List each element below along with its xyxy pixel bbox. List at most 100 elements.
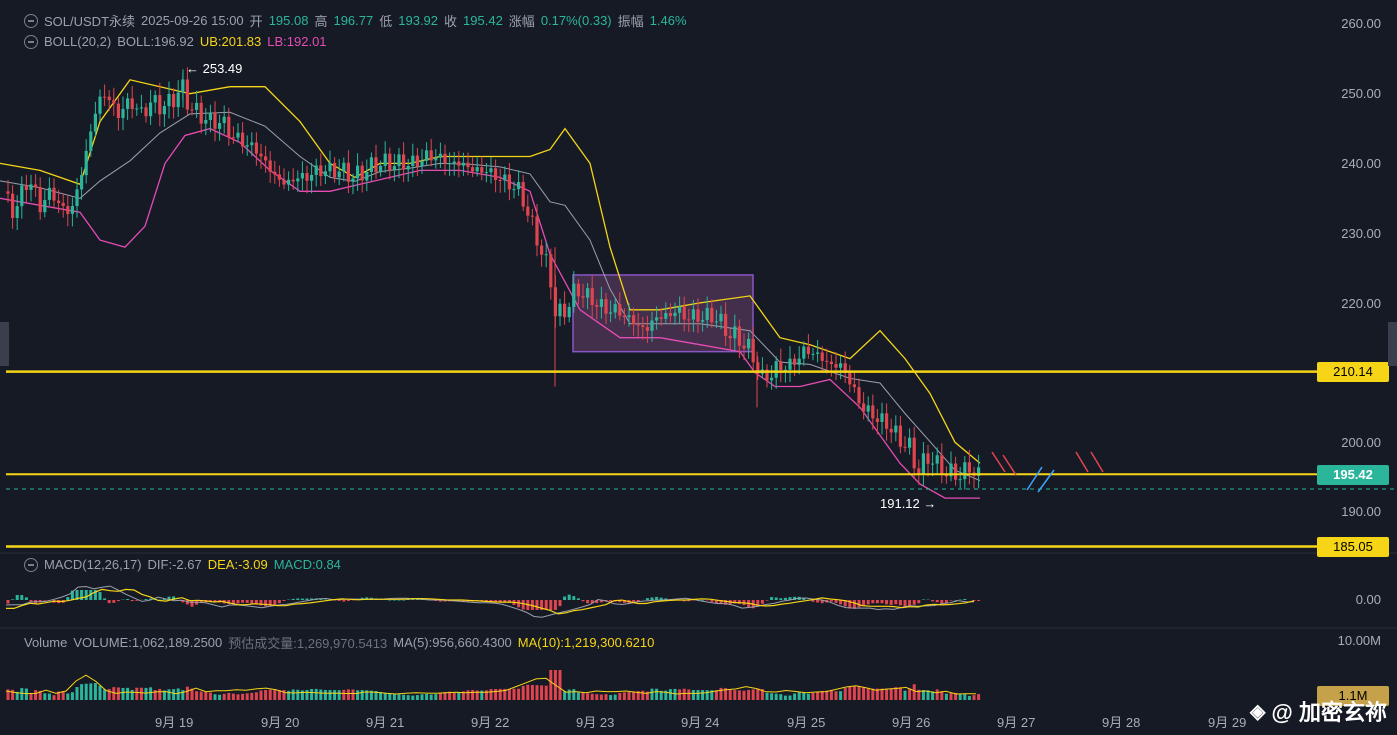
volume-bar bbox=[544, 685, 548, 700]
macd-bar bbox=[839, 600, 843, 605]
volume-bar bbox=[337, 690, 341, 700]
macd-bar bbox=[388, 600, 392, 601]
macd-bar bbox=[714, 600, 718, 604]
volume-bar bbox=[549, 670, 553, 700]
candle-body bbox=[11, 193, 15, 218]
last-price-label: 195.42 bbox=[1317, 465, 1389, 485]
volume-bar bbox=[314, 688, 318, 700]
candle-body bbox=[103, 96, 107, 98]
boll-upper-line bbox=[0, 79, 981, 464]
volume-bar bbox=[379, 692, 383, 700]
left-collapse-handle[interactable] bbox=[0, 322, 9, 366]
candle-body bbox=[425, 150, 429, 161]
macd-bar bbox=[135, 600, 139, 601]
macd-bar bbox=[756, 600, 760, 607]
candle-body bbox=[406, 165, 410, 170]
volume-bar bbox=[277, 689, 281, 700]
volume-bar bbox=[236, 694, 240, 700]
volume-bar bbox=[112, 687, 116, 700]
candle-body bbox=[811, 353, 815, 355]
volume-bar bbox=[563, 691, 567, 700]
macd-bar bbox=[80, 590, 84, 600]
boll-name: BOLL(20,2) bbox=[44, 34, 112, 49]
candle-body bbox=[540, 245, 544, 255]
volume-bar bbox=[710, 690, 714, 700]
volume-ma-line bbox=[5, 674, 976, 695]
macd-bar bbox=[848, 600, 852, 609]
volume-bar bbox=[346, 689, 350, 700]
change-label: 涨幅 bbox=[508, 14, 535, 29]
macd-bar bbox=[337, 600, 341, 601]
macd-bar bbox=[443, 600, 447, 602]
volume-bar bbox=[917, 689, 921, 700]
volume-bar bbox=[190, 688, 194, 700]
volume-bar bbox=[567, 689, 571, 700]
macd-dea: DEA:-3.09 bbox=[207, 557, 268, 572]
macd-bar bbox=[645, 598, 649, 600]
macd-bar bbox=[811, 600, 815, 602]
candle-body bbox=[480, 167, 484, 173]
macd-bar bbox=[687, 600, 691, 602]
candle-body bbox=[107, 96, 111, 101]
volume-bar bbox=[47, 693, 51, 700]
volume-bar bbox=[66, 693, 70, 700]
macd-bar bbox=[6, 600, 10, 604]
candle-body bbox=[369, 157, 373, 173]
visibility-icon[interactable] bbox=[24, 13, 38, 28]
volume-bar bbox=[383, 692, 387, 700]
macd-bar bbox=[572, 596, 576, 600]
right-collapse-handle[interactable] bbox=[1388, 322, 1397, 366]
macd-bar bbox=[977, 600, 981, 601]
volume-bar bbox=[415, 695, 419, 700]
candle-body bbox=[282, 179, 286, 185]
x-tick: 9月 25 bbox=[787, 715, 826, 730]
candle-body bbox=[365, 172, 369, 181]
volume-bar bbox=[291, 689, 295, 700]
projection-arrow bbox=[991, 451, 1006, 473]
volume-bar bbox=[24, 688, 28, 700]
candle-body bbox=[742, 345, 746, 349]
volume-bar bbox=[866, 688, 870, 700]
candle-body bbox=[222, 116, 226, 124]
volume-bar bbox=[158, 688, 162, 700]
candle-body bbox=[696, 309, 700, 322]
settings-icon[interactable] bbox=[24, 34, 38, 49]
volume-bar bbox=[135, 687, 139, 700]
settings-icon[interactable] bbox=[24, 557, 38, 572]
candle-body bbox=[517, 182, 521, 190]
volume-bar bbox=[241, 693, 245, 700]
volume-bar bbox=[116, 687, 120, 700]
volume-bar bbox=[273, 689, 277, 700]
volume-bar bbox=[503, 688, 507, 700]
boll-lower: LB:192.01 bbox=[267, 34, 327, 49]
candle-body bbox=[664, 312, 668, 319]
candle-body bbox=[218, 123, 222, 129]
macd-bar bbox=[664, 598, 668, 600]
candle-body bbox=[737, 326, 741, 346]
volume-bar bbox=[11, 689, 15, 700]
macd-bar bbox=[733, 600, 737, 604]
macd-bar bbox=[181, 600, 185, 603]
volume-bar bbox=[425, 693, 429, 700]
candle-body bbox=[172, 93, 176, 108]
candle-body bbox=[494, 168, 498, 181]
volume-bar bbox=[149, 687, 153, 700]
candle-body bbox=[829, 361, 833, 365]
candle-body bbox=[149, 102, 153, 117]
volume-bar bbox=[645, 691, 649, 700]
macd-bar bbox=[144, 599, 148, 600]
macd-bar bbox=[788, 597, 792, 600]
volume-bar bbox=[641, 690, 645, 700]
volume-bar bbox=[696, 690, 700, 700]
macd-bar bbox=[783, 597, 787, 600]
macd-bar bbox=[130, 600, 134, 602]
macd-bar bbox=[503, 600, 507, 603]
volume-bar bbox=[172, 689, 176, 700]
macd-bar bbox=[489, 600, 493, 602]
volume-bar bbox=[954, 692, 958, 700]
volume-bar bbox=[471, 689, 475, 700]
candle-body bbox=[650, 320, 654, 331]
candle-body bbox=[415, 155, 419, 167]
volume-bar bbox=[512, 688, 516, 700]
